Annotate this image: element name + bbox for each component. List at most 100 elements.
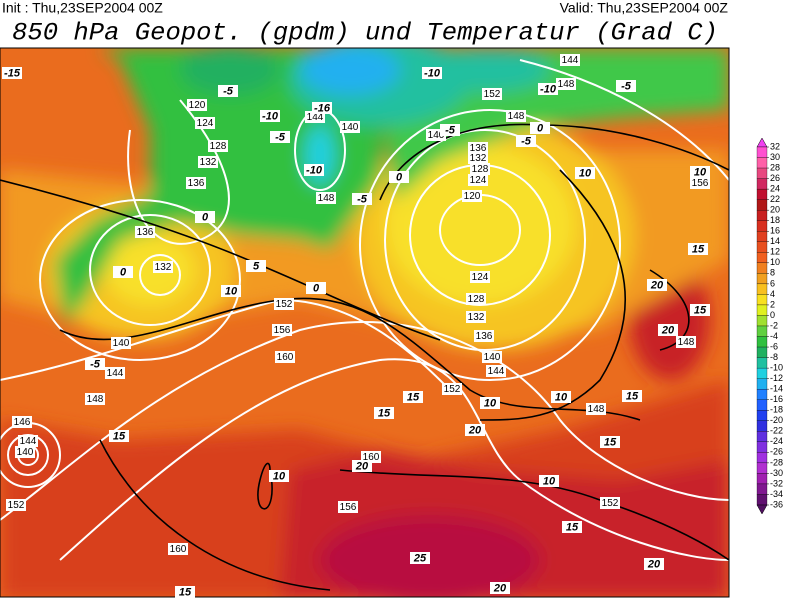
map-area [0, 48, 729, 597]
height-label-box [208, 140, 228, 152]
height-label-box [272, 324, 292, 336]
height-label: 128 [210, 141, 227, 152]
height-label: 152 [484, 89, 501, 100]
height-label-box [482, 351, 502, 363]
height-label-box [560, 54, 580, 66]
temperature-label: 15 [179, 586, 192, 598]
temperature-label: 10 [484, 397, 497, 409]
height-label-box [470, 163, 490, 175]
temperature-label: -16 [314, 102, 331, 114]
temperature-label: 20 [661, 324, 675, 336]
temperature-label-box [175, 586, 195, 598]
temperature-label-box [270, 131, 290, 143]
temperature-label: 15 [694, 304, 707, 316]
temperature-label-box [690, 304, 710, 316]
temperature-label: 20 [468, 424, 482, 436]
height-label-box [482, 88, 502, 100]
height-label: 156 [692, 178, 709, 189]
temperature-label-box [575, 167, 595, 179]
colorbar-label: -28 [770, 457, 783, 467]
height-label: 156 [274, 325, 291, 336]
colorbar-label: 20 [770, 205, 780, 215]
temperature-label: 10 [273, 470, 286, 482]
colorbar-swatch [756, 231, 768, 242]
temperature-label-box [246, 260, 266, 272]
temperature-label: 20 [647, 558, 661, 570]
height-label-box [466, 311, 486, 323]
temperature-label: -10 [262, 110, 279, 122]
colorbar-swatch [756, 241, 768, 253]
colorbar-label: -36 [770, 499, 783, 509]
temperature-label: -5 [521, 135, 532, 147]
temperature-label: 20 [355, 460, 369, 472]
colorbar-swatch [756, 220, 768, 232]
height-label-box [85, 393, 105, 405]
height-label: 152 [276, 299, 293, 310]
height-label-box [274, 298, 294, 310]
colorbar-label: 24 [770, 183, 780, 193]
colorbar-label: 6 [770, 278, 775, 288]
temperature-label: 0 [313, 282, 320, 294]
colorbar-label: 0 [770, 310, 775, 320]
temperature-label-box [538, 83, 558, 95]
height-label-box [468, 174, 488, 186]
temperature-label: 10 [225, 285, 238, 297]
height-label-box [316, 192, 336, 204]
colorbar-label: 2 [770, 299, 775, 309]
temperature-label: -5 [445, 124, 456, 136]
colorbar-label: -4 [770, 331, 778, 341]
height-label-box [586, 403, 606, 415]
colorbar-swatch [756, 315, 768, 327]
height-label-box [187, 99, 207, 111]
colorbar-label: 16 [770, 226, 780, 236]
temperature-label: 10 [694, 166, 707, 178]
colorbar-end [756, 137, 768, 148]
colorbar-swatch [756, 410, 768, 421]
colorbar-swatch [756, 325, 768, 337]
temperature-label: 15 [113, 430, 126, 442]
height-label-box [186, 177, 206, 189]
temperature-label-box [306, 282, 326, 294]
colorbar-label: -12 [770, 373, 783, 383]
colorbar-label: -30 [770, 468, 783, 478]
colorbar-swatch [756, 399, 768, 411]
temperature-label: 0 [120, 266, 127, 278]
height-label-box [275, 351, 295, 363]
temperature-label: 15 [626, 390, 639, 402]
height-label: 160 [363, 452, 380, 463]
height-label-box [556, 78, 576, 90]
height-label: 136 [476, 331, 493, 342]
colorbar-label: -34 [770, 489, 783, 499]
colorbar-label: -20 [770, 415, 783, 425]
colorbar-swatch [756, 294, 768, 306]
colorbar-swatch [756, 462, 768, 474]
height-label-box [195, 117, 215, 129]
temperature-label: 0 [202, 211, 209, 223]
colorbar-label: -10 [770, 362, 783, 372]
temperature-label-box [658, 324, 678, 336]
colorbar-swatch [756, 188, 768, 200]
height-label: 160 [170, 544, 187, 555]
temperature-label-box [195, 211, 215, 223]
height-label: 148 [318, 193, 335, 204]
colorbar-swatch [756, 146, 768, 158]
height-label: 156 [340, 502, 357, 513]
height-label: 120 [464, 191, 481, 202]
height-label-box [506, 110, 526, 122]
temperature-label: 5 [253, 260, 260, 272]
colorbar-swatch [756, 494, 768, 506]
init-time: Init : Thu,23SEP2004 00Z [2, 0, 163, 16]
height-label-box [474, 330, 494, 342]
colorbar-label: 22 [770, 194, 780, 204]
colorbar-end [756, 504, 768, 515]
map-frame [0, 47, 730, 598]
height-label: 144 [488, 366, 505, 377]
temperature-label-box [260, 110, 280, 122]
temperature-label-box [480, 397, 500, 409]
colorbar-swatch [756, 389, 768, 400]
height-label: 140 [428, 130, 445, 141]
temperature-label-box [410, 552, 430, 564]
temperature-label-box [304, 164, 324, 176]
colorbar-label: -22 [770, 426, 783, 436]
